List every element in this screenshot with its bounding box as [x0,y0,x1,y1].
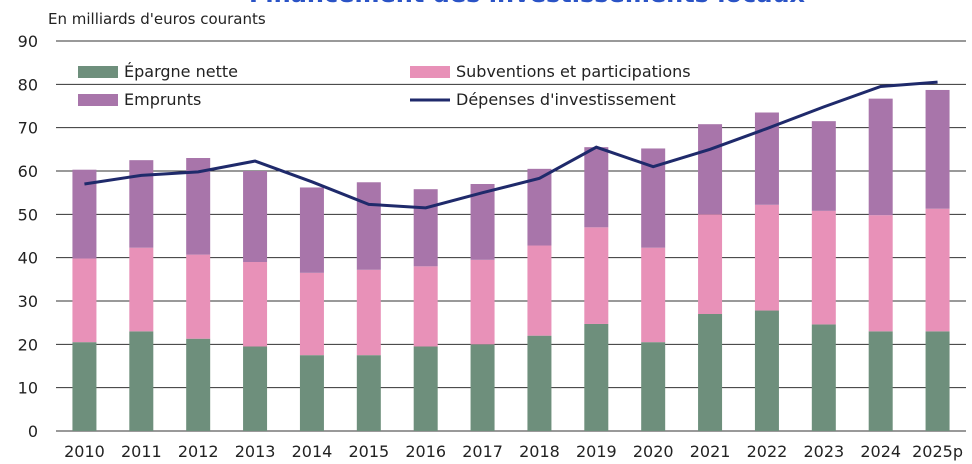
bar-segment [470,259,495,345]
bar-segment [356,355,381,431]
bar-segment [641,342,666,431]
legend-swatch [78,94,118,106]
bar-segment [356,182,381,270]
bar-segment [925,331,950,431]
bar-segment [356,269,381,356]
bar-segment [698,124,723,215]
bar-segment [243,262,268,347]
bar-segment [527,245,552,336]
y-tick-label: 30 [18,292,38,311]
x-tick-label: 2017 [462,442,503,461]
bar-segment [72,258,97,343]
chart-title: Financement des investissements locaux [249,0,806,8]
bar-segment [584,227,609,324]
x-tick-label: 2025p [912,442,963,461]
legend-label: Épargne nette [124,62,238,81]
x-tick-label: 2018 [519,442,560,461]
bar-segment [925,89,950,209]
x-tick-label: 2021 [690,442,731,461]
y-tick-label: 90 [18,32,38,51]
x-tick-label: 2014 [292,442,333,461]
bar-segment [868,98,893,216]
legend-label: Emprunts [124,90,201,109]
bar-segment [811,121,836,211]
x-tick-label: 2024 [860,442,901,461]
bar-segment [868,331,893,431]
y-tick-label: 40 [18,249,38,268]
bar-segment [527,335,552,431]
bar-segment [243,171,268,262]
bar-segment [129,160,154,248]
bar-segment [299,187,324,273]
line-series [84,80,938,210]
x-tick-label: 2019 [576,442,617,461]
bar-segment [186,338,211,431]
bar-segment [413,189,438,267]
bar-segment [299,355,324,431]
bar-segment [129,331,154,431]
x-tick-label: 2015 [348,442,389,461]
bar-segment [584,147,609,228]
bar-segment [925,208,950,332]
bar-segment [413,346,438,431]
bar-segment [811,210,836,325]
bar-segment [129,247,154,332]
bar-segment [811,324,836,431]
bar-segment [243,346,268,431]
bar-segment [698,214,723,314]
legend-swatch [410,66,450,78]
y-tick-label: 0 [28,422,38,441]
y-tick-label: 70 [18,119,38,138]
legend-label: Dépenses d'investissement [456,90,676,109]
y-tick-label: 10 [18,379,38,398]
x-tick-label: 2016 [405,442,446,461]
y-tick-label: 80 [18,75,38,94]
bar-segment [470,344,495,431]
bar-segment [72,169,97,259]
y-tick-label: 50 [18,205,38,224]
bar-segment [470,184,495,260]
x-tick-label: 2011 [121,442,162,461]
bar-segment [698,314,723,431]
legend-swatch [78,66,118,78]
y-tick-label: 20 [18,335,38,354]
bar-segment [754,204,779,311]
x-tick-label: 2013 [235,442,276,461]
bar-segment [413,266,438,347]
x-tick-label: 2023 [803,442,844,461]
y-axis-label: En milliards d'euros courants [48,10,266,28]
x-tick-label: 2012 [178,442,219,461]
bar-segment [584,323,609,431]
bar-segment [186,158,211,255]
bar-segment [186,254,211,339]
bar-segment [868,215,893,332]
legend-label: Subventions et participations [456,62,691,81]
bar-segment [641,247,666,343]
x-tick-label: 2010 [64,442,105,461]
y-tick-label: 60 [18,162,38,181]
bar-segment [72,342,97,431]
bar-segment [754,310,779,431]
x-tick-label: 2022 [747,442,788,461]
bar-segment [299,272,324,356]
x-tick-label: 2020 [633,442,674,461]
